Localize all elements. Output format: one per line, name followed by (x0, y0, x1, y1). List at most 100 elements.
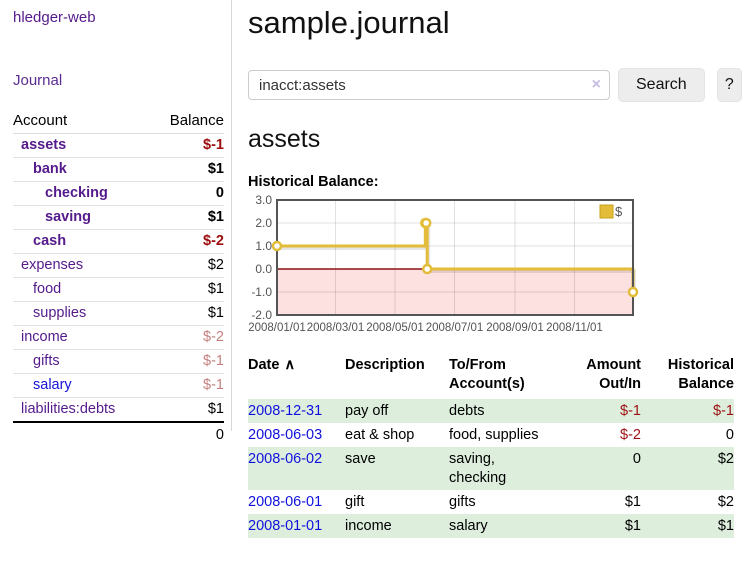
accounts-header-row: Account Balance (13, 109, 224, 134)
transaction-accounts: gifts (449, 494, 476, 510)
account-link-cash[interactable]: cash (33, 233, 67, 249)
account-link-expenses[interactable]: expenses (21, 257, 84, 273)
transaction-accounts: salary (449, 514, 561, 538)
search-input[interactable] (248, 70, 610, 100)
svg-text:2008/03/01: 2008/03/01 (307, 322, 365, 334)
transaction-accounts: saving, checking (449, 447, 561, 490)
app-brand-link[interactable]: hledger-web (13, 9, 96, 26)
svg-text:2.0: 2.0 (255, 216, 272, 230)
transaction-row: 2008-06-03 eat & shop food, supplies $-2… (248, 423, 734, 447)
help-button[interactable]: ? (716, 68, 742, 102)
svg-text:2008/07/01: 2008/07/01 (426, 322, 484, 334)
account-balance: $1 (152, 205, 224, 230)
chart-title: Historical Balance: (248, 174, 379, 190)
clear-search-icon[interactable]: × (591, 76, 601, 93)
transactions-table: Date ∧ Description To/From Account(s) Amo… (248, 354, 734, 538)
transaction-date-link[interactable]: 2008-06-01 (248, 494, 323, 510)
transaction-date-link[interactable]: 2008-06-03 (248, 427, 323, 443)
account-balance: $-2 (152, 229, 224, 254)
transaction-amount: $1 (561, 514, 641, 538)
account-balance: $2 (152, 253, 224, 278)
legend-swatch (599, 204, 614, 219)
svg-text:-2.0: -2.0 (251, 308, 272, 322)
transaction-row: 2008-06-01 gift gifts $1 $2 (248, 490, 734, 514)
account-row: gifts $-1 (13, 349, 224, 374)
account-link-liabilities-debts[interactable]: liabilities:debts (21, 401, 116, 417)
column-header-description: Description (345, 357, 425, 373)
transaction-balance: $2 (641, 447, 734, 490)
sidebar: hledger-web Journal Account Balance asse… (0, 0, 232, 447)
account-balance: $-2 (152, 325, 224, 350)
accounts-header-balance: Balance (152, 109, 224, 134)
account-row: supplies $1 (13, 301, 224, 326)
accounts-table: Account Balance assets $-1 bank $1 check… (13, 109, 224, 447)
transaction-amount: $-2 (620, 427, 641, 443)
account-link-gifts[interactable]: gifts (33, 353, 60, 369)
transaction-amount: 0 (561, 447, 641, 490)
sidebar-item-journal[interactable]: Journal (13, 72, 63, 89)
transaction-description: income (345, 514, 449, 538)
account-balance: $-1 (152, 349, 224, 374)
transaction-date-link[interactable]: 2008-01-01 (248, 518, 323, 534)
account-row: cash $-2 (13, 229, 224, 254)
account-row: food $1 (13, 277, 224, 302)
svg-text:2008/01/01: 2008/01/01 (248, 322, 306, 334)
transaction-date-link[interactable]: 2008-12-31 (248, 403, 323, 419)
search-bar: × Search ? (248, 68, 742, 102)
accounts-total-row: 0 (13, 421, 224, 447)
svg-text:2008/09/01: 2008/09/01 (486, 322, 544, 334)
account-row: checking 0 (13, 181, 224, 206)
column-header-account: To/From Account(s) (449, 357, 525, 392)
legend-label: $ (615, 204, 623, 219)
transaction-row: 2008-01-01 income salary $1 $1 (248, 514, 734, 538)
account-balance: $1 (152, 397, 224, 423)
account-row: expenses $2 (13, 253, 224, 278)
account-link-checking[interactable]: checking (45, 185, 108, 201)
account-balance: 0 (152, 181, 224, 206)
transaction-row: 2008-06-02 save saving, checking 0 $2 (248, 447, 734, 490)
main-content: sample.journal × Search ? assets Histori… (248, 0, 742, 538)
account-balance: $1 (152, 301, 224, 326)
account-link-bank[interactable]: bank (33, 161, 67, 177)
svg-text:2008/05/01: 2008/05/01 (366, 322, 424, 334)
historical-balance-chart[interactable]: $3.0 2.0 1.0 0.0 -1.0 -2.0 2008/01/01 2008/03/0… (248, 193, 648, 338)
transaction-balance: 0 (725, 427, 734, 443)
transaction-description: eat & shop (345, 427, 415, 443)
account-balance: $1 (152, 277, 224, 302)
account-row: income $-2 (13, 325, 224, 350)
svg-text:1.0: 1.0 (255, 239, 272, 253)
transaction-balance: $1 (641, 514, 734, 538)
search-button[interactable]: Search (618, 68, 705, 102)
account-link-saving[interactable]: saving (45, 209, 91, 225)
account-row: salary $-1 (13, 373, 224, 398)
svg-text:2008/11/01: 2008/11/01 (546, 322, 603, 334)
svg-text:0.0: 0.0 (255, 262, 272, 276)
transaction-description: save (345, 447, 449, 490)
transactions-header-row: Date ∧ Description To/From Account(s) Amo… (248, 354, 734, 399)
transaction-description: pay off (345, 399, 449, 423)
account-row: liabilities:debts $1 (13, 397, 224, 423)
account-row: saving $1 (13, 205, 224, 230)
account-heading: assets (248, 125, 321, 153)
svg-text:3.0: 3.0 (255, 193, 272, 207)
transaction-row: 2008-12-31 pay off debts $-1 $-1 (248, 399, 734, 423)
svg-text:-1.0: -1.0 (251, 285, 272, 299)
account-balance: $-1 (152, 133, 224, 158)
account-link-supplies[interactable]: supplies (33, 305, 87, 321)
column-header-date: Date ∧ (248, 357, 296, 373)
transaction-balance: $-1 (641, 399, 734, 423)
accounts-total-value: 0 (152, 421, 224, 447)
transaction-accounts: food, supplies (449, 427, 539, 443)
sort-ascending-icon: ∧ (284, 357, 296, 373)
account-balance: $1 (152, 157, 224, 182)
account-link-food[interactable]: food (33, 281, 62, 297)
account-link-salary[interactable]: salary (33, 377, 72, 393)
column-header-amount: Amount Out/In (586, 357, 641, 392)
account-link-assets[interactable]: assets (21, 137, 67, 153)
column-header-balance: Historical Balance (667, 357, 734, 392)
transaction-date-link[interactable]: 2008-06-02 (248, 451, 323, 467)
transaction-amount: $-1 (561, 399, 641, 423)
page-title: sample.journal (248, 5, 450, 40)
account-link-income[interactable]: income (21, 329, 68, 345)
